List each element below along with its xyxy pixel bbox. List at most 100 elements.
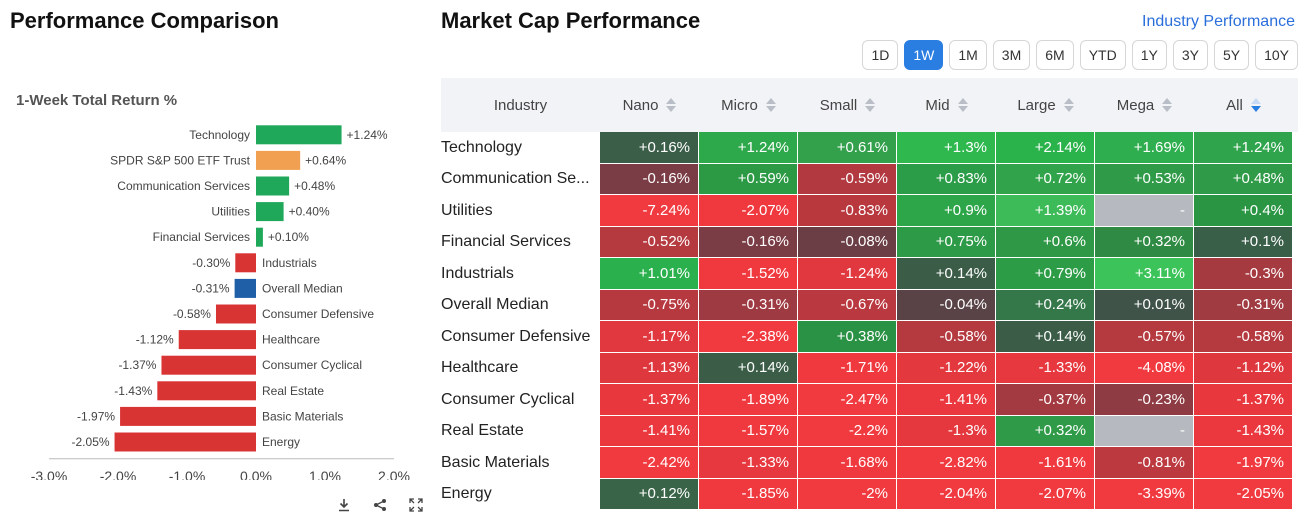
value-label: +0.48% (294, 179, 335, 193)
performance-cell: -2.38% (699, 321, 798, 353)
share-icon[interactable] (372, 497, 388, 513)
column-header-mid[interactable]: Mid (897, 78, 996, 132)
performance-cell: +0.72% (996, 163, 1095, 195)
table-row[interactable]: Basic Materials -2.42% -1.33% -1.68% -2.82% -… (441, 447, 1298, 479)
performance-cell: -2.04% (897, 478, 996, 510)
performance-cell: +1.01% (600, 258, 699, 290)
period-button-1m[interactable]: 1M (949, 40, 987, 70)
performance-cell: - (1095, 415, 1194, 447)
performance-cell: -1.24% (798, 258, 897, 290)
table-row[interactable]: Consumer Cyclical -1.37% -1.89% -2.47% -1.41… (441, 384, 1298, 416)
industry-name[interactable]: Real Estate (441, 422, 524, 440)
industry-name[interactable]: Overall Median (441, 296, 549, 314)
performance-cell: -0.23% (1095, 384, 1194, 416)
download-icon[interactable] (336, 497, 352, 513)
performance-cell: +0.48% (1194, 163, 1293, 195)
industry-name[interactable]: Communication Se... (441, 170, 590, 188)
period-selector: 1D 1W 1M 3M 6M YTD 1Y 3Y 5Y 10Y (862, 40, 1298, 70)
performance-cell: -1.89% (699, 384, 798, 416)
x-tick-label: -1.0% (169, 468, 206, 480)
industry-name[interactable]: Technology (441, 138, 522, 156)
category-label: Communication Services (117, 179, 250, 193)
category-label: Consumer Cyclical (262, 358, 362, 372)
column-header-label: Mega (1116, 96, 1155, 114)
column-header-large[interactable]: Large (996, 78, 1095, 132)
table-row[interactable]: Communication Se... -0.16% +0.59% -0.59% +0.… (441, 163, 1298, 195)
period-button-6m[interactable]: 6M (1036, 40, 1074, 70)
column-header-mega[interactable]: Mega (1095, 78, 1194, 132)
column-header-label: Mid (925, 96, 950, 114)
value-label: -0.58% (173, 307, 211, 321)
table-row[interactable]: Energy +0.12% -1.85% -2% -2.04% -2.07% -3.39% -… (441, 478, 1298, 510)
performance-cell: -2.2% (798, 415, 897, 447)
performance-cell: +0.38% (798, 321, 897, 353)
industry-name[interactable]: Consumer Cyclical (441, 390, 575, 408)
column-header-micro[interactable]: Micro (699, 78, 798, 132)
sort-icon (957, 98, 968, 112)
column-header-small[interactable]: Small (798, 78, 897, 132)
value-label: +1.24% (347, 128, 388, 142)
performance-cell: +0.83% (897, 163, 996, 195)
table-row[interactable]: Financial Services -0.52% -0.16% -0.08% +0.7… (441, 226, 1298, 258)
performance-cell: +0.24% (996, 289, 1095, 321)
table-row[interactable]: Real Estate -1.41% -1.57% -2.2% -1.3% +0.32% -… (441, 415, 1298, 447)
table-row[interactable]: Overall Median -0.75% -0.31% -0.67% -0.04% +0… (441, 289, 1298, 321)
performance-cell: -2.42% (600, 447, 699, 479)
industry-name[interactable]: Basic Materials (441, 453, 550, 471)
period-button-3y[interactable]: 3Y (1172, 40, 1208, 70)
industry-name[interactable]: Financial Services (441, 233, 571, 251)
performance-cell: -0.52% (600, 226, 699, 258)
column-header-all[interactable]: All (1194, 78, 1293, 132)
performance-cell: -2.82% (897, 447, 996, 479)
chart-toolbar (336, 497, 424, 513)
column-header-nano[interactable]: Nano (600, 78, 699, 132)
table-row[interactable]: Consumer Defensive -1.17% -2.38% +0.38% -0.5… (441, 321, 1298, 353)
performance-cell: +0.53% (1095, 163, 1194, 195)
value-label: +0.10% (268, 230, 309, 244)
table-row[interactable]: Utilities -7.24% -2.07% -0.83% +0.9% +1.39% - +… (441, 195, 1298, 227)
value-label: -1.12% (136, 333, 174, 347)
period-button-1y[interactable]: 1Y (1131, 40, 1167, 70)
bar (234, 278, 256, 298)
table-row[interactable]: Industrials +1.01% -1.52% -1.24% +0.14% +0.79… (441, 258, 1298, 290)
performance-cell: -0.75% (600, 289, 699, 321)
performance-cell: -0.67% (798, 289, 897, 321)
bar (215, 304, 256, 324)
x-tick-label: 1.0% (309, 468, 341, 480)
bar (256, 176, 290, 196)
performance-cell: -0.81% (1095, 447, 1194, 479)
category-label: Energy (262, 435, 300, 449)
performance-cell: +1.24% (699, 132, 798, 164)
period-button-ytd[interactable]: YTD (1079, 40, 1126, 70)
industry-name[interactable]: Industrials (441, 264, 514, 282)
category-label: Basic Materials (262, 409, 343, 423)
performance-cell: -1.71% (798, 352, 897, 384)
performance-cell: -1.37% (1194, 384, 1293, 416)
period-button-10y[interactable]: 10Y (1255, 40, 1298, 70)
bar (256, 202, 284, 222)
performance-cell: -1.68% (798, 447, 897, 479)
period-button-5y[interactable]: 5Y (1213, 40, 1250, 70)
performance-cell: -2% (798, 478, 897, 510)
column-header-label: Large (1017, 96, 1056, 114)
performance-cell: -1.17% (600, 321, 699, 353)
period-button-1d[interactable]: 1D (862, 40, 899, 70)
bar-chart: Technology +1.24% SPDR S&P 500 ETF Trust +0… (31, 125, 410, 480)
column-header-industry[interactable]: Industry (441, 78, 600, 132)
industry-performance-link[interactable]: Industry Performance (1142, 13, 1295, 30)
industry-name[interactable]: Utilities (441, 201, 493, 219)
period-button-3m[interactable]: 3M (992, 40, 1031, 70)
industry-name[interactable]: Energy (441, 485, 492, 503)
performance-cell: -7.24% (600, 195, 699, 227)
expand-icon[interactable] (408, 497, 424, 513)
industry-name[interactable]: Consumer Defensive (441, 327, 591, 345)
performance-cell: -0.57% (1095, 321, 1194, 353)
period-button-1w[interactable]: 1W (904, 40, 944, 70)
performance-cell: +0.75% (897, 226, 996, 258)
table-row[interactable]: Healthcare -1.13% +0.14% -1.71% -1.22% -1.33%… (441, 352, 1298, 384)
table-row[interactable]: Technology +0.16% +1.24% +0.61% +1.3% +2.14% +… (441, 132, 1298, 164)
industry-name[interactable]: Healthcare (441, 359, 519, 377)
value-label: -1.37% (118, 358, 156, 372)
performance-cell: -1.37% (600, 384, 699, 416)
